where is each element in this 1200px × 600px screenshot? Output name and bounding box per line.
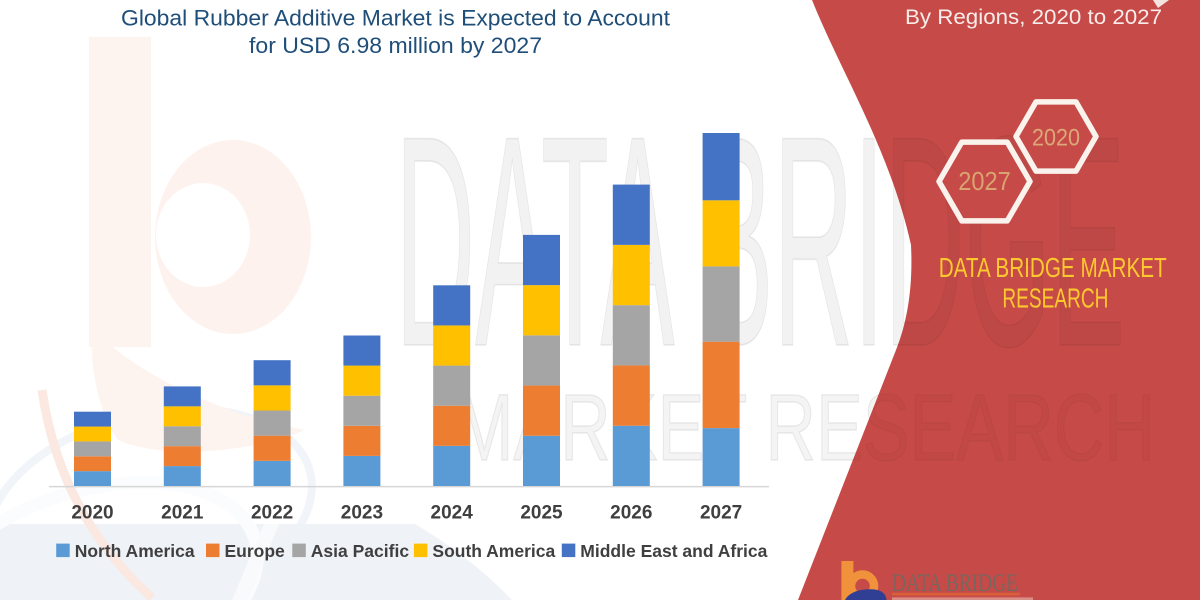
svg-text:Global Rubber Additive Market: Global Rubber Additive Market is Expecte… <box>121 6 670 31</box>
svg-text:Europe: Europe <box>225 541 286 561</box>
svg-text:for USD 6.98 million by 2027: for USD 6.98 million by 2027 <box>249 33 542 58</box>
svg-text:RESEARCH: RESEARCH <box>1002 283 1108 314</box>
svg-text:South America: South America <box>432 541 555 561</box>
svg-text:Asia Pacific: Asia Pacific <box>311 541 410 561</box>
svg-text:2027: 2027 <box>700 503 742 524</box>
svg-text:DATA BRIDGE: DATA BRIDGE <box>892 570 1018 597</box>
svg-text:2024: 2024 <box>431 503 474 524</box>
svg-text:DATA BRIDGE MARKET: DATA BRIDGE MARKET <box>939 252 1167 283</box>
svg-text:2023: 2023 <box>341 503 383 524</box>
svg-text:2026: 2026 <box>610 503 652 524</box>
svg-text:By Regions, 2020 to 2027: By Regions, 2020 to 2027 <box>905 5 1162 29</box>
svg-text:2022: 2022 <box>251 503 293 524</box>
svg-text:Middle East and Africa: Middle East and Africa <box>580 541 767 561</box>
svg-text:2020: 2020 <box>71 503 113 524</box>
svg-text:2020: 2020 <box>1032 125 1080 152</box>
svg-text:2021: 2021 <box>161 503 204 524</box>
svg-text:2025: 2025 <box>520 503 563 524</box>
svg-text:North America: North America <box>75 541 195 561</box>
svg-text:2027: 2027 <box>958 166 1011 196</box>
